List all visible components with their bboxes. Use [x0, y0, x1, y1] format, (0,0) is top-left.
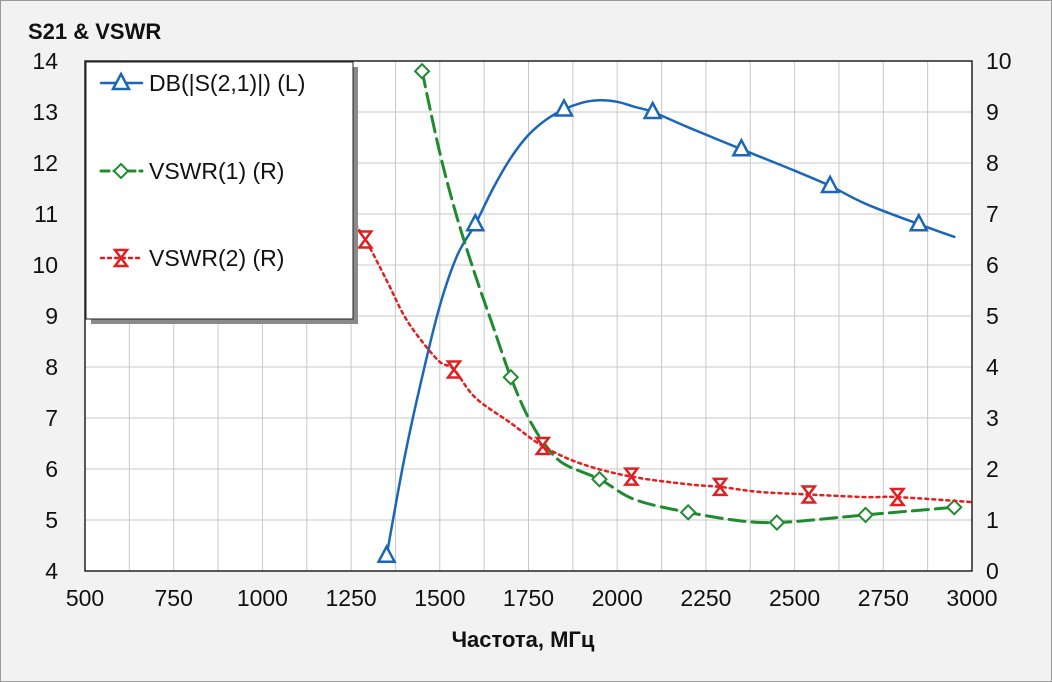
legend-label-3: VSWR(2) (R): [149, 245, 284, 271]
x-tick-label: 750: [155, 585, 193, 611]
series-1: [376, 97, 956, 563]
series-2-marker: [768, 514, 786, 531]
series-1-marker: [553, 97, 575, 117]
x-tick-label: 2500: [769, 585, 820, 611]
legend-box: [85, 61, 354, 320]
series-layer: [349, 62, 972, 563]
x-axis-label: Частота, МГц: [452, 627, 595, 652]
y-right-tick-label: 1: [986, 507, 999, 533]
legend: DB(|S(2,1)|) (L) VSWR(1) (R) VSWR(2) (R): [85, 61, 358, 324]
y-right-tick-label: 8: [986, 150, 999, 176]
x-tick-label: 1500: [414, 585, 465, 611]
y-left-tick-label: 13: [32, 99, 58, 125]
legend-label-2: VSWR(1) (R): [149, 158, 284, 184]
series-1-marker: [376, 544, 397, 563]
y-left-tick-label: 10: [32, 252, 58, 278]
x-tick-label: 3000: [946, 585, 997, 611]
y-right-tick-label: 9: [986, 99, 999, 125]
x-tick-label: 1750: [503, 585, 554, 611]
y-right-tick-label: 0: [986, 558, 999, 584]
series-1-marker: [819, 174, 841, 194]
series-2-marker: [679, 503, 697, 521]
series-2-marker: [857, 506, 874, 524]
y-right-tick-label: 6: [986, 252, 999, 278]
x-tick-label: 1250: [326, 585, 377, 611]
y-left-tick-label: 11: [34, 201, 58, 227]
x-tick-label: 2000: [592, 585, 643, 611]
legend-marker-1: [110, 71, 132, 91]
y-left-tick-label: 7: [45, 405, 58, 431]
series-3-marker: [534, 436, 552, 456]
x-tick-label: 1000: [237, 585, 288, 611]
y-left-tick-label: 6: [45, 456, 58, 482]
x-tick-label: 500: [66, 585, 104, 611]
series-1-marker: [642, 100, 663, 120]
series-3-marker: [711, 477, 729, 497]
x-tick-label: 2750: [858, 585, 909, 611]
y-left-tick-label: 14: [32, 48, 58, 74]
series-3-marker: [445, 360, 463, 379]
y-right-tick-label: 2: [986, 456, 999, 482]
y-left-tick-label: 12: [32, 150, 58, 176]
series-3-marker: [888, 487, 906, 507]
y-right-tick-label: 3: [986, 405, 999, 431]
y-left-tick-label: 8: [45, 354, 58, 380]
axes: 500 750 1000 1250 1500 1750 2000 2250 2500 2750 30…: [32, 48, 1011, 611]
y-left-tick-label: 4: [45, 558, 58, 584]
series-3: [349, 217, 972, 507]
series-2-marker: [945, 498, 963, 516]
chart-title: S21 & VSWR: [28, 19, 161, 44]
y-right-tick-label: 7: [986, 201, 999, 227]
series-1-marker: [465, 212, 486, 232]
legend-marker-2: [112, 162, 130, 180]
series-1-marker: [908, 212, 929, 232]
series-3-marker: [800, 485, 818, 504]
legend-label-1: DB(|S(2,1)|) (L): [149, 70, 305, 96]
series-2: [413, 62, 963, 531]
series-3-marker: [622, 467, 640, 486]
series-2-marker: [502, 368, 520, 386]
y-left-tick-label: 5: [45, 507, 58, 533]
series-3-marker: [356, 230, 374, 249]
y-right-tick-label: 4: [986, 354, 999, 380]
y-left-tick-label: 9: [45, 303, 58, 329]
series-1-marker: [731, 137, 752, 157]
plot-border: [84, 60, 973, 572]
y-right-tick-label: 10: [986, 48, 1012, 74]
series-2-marker: [591, 470, 608, 488]
series-line-1: [385, 99, 956, 557]
y-right-tick-label: 5: [986, 303, 999, 329]
series-2-marker: [413, 62, 431, 80]
series-line-2: [420, 69, 956, 525]
x-tick-label: 2250: [680, 585, 731, 611]
legend-marker-3: [112, 248, 130, 268]
